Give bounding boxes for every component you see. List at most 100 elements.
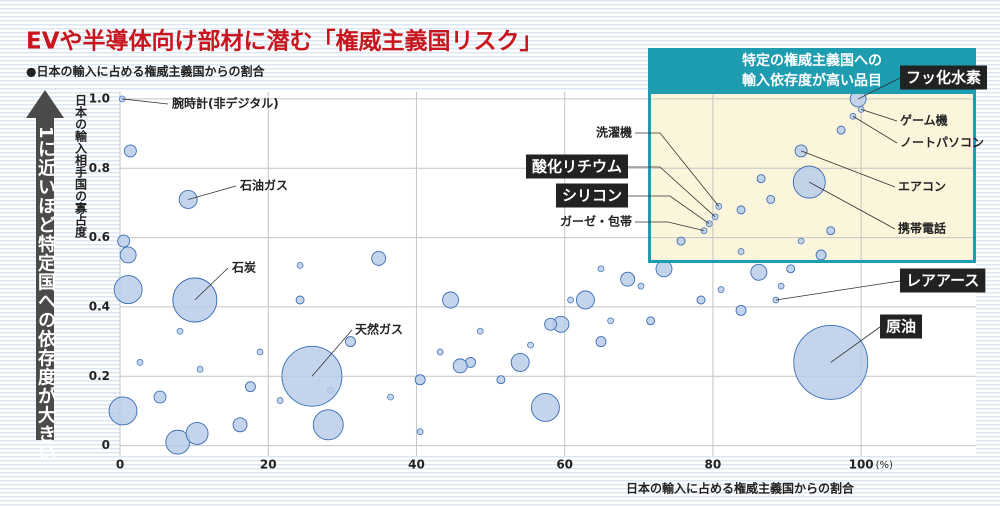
bubble <box>244 381 256 393</box>
y-tick-label: 0.2 <box>89 369 110 383</box>
annotation-label: 石炭 <box>231 260 256 275</box>
bubble <box>826 226 836 236</box>
bubble <box>296 261 304 269</box>
subtitle: ●日本の輸入に占める権威主義国からの割合 <box>26 64 265 79</box>
annotation-label: 腕時計(非デジタル) <box>171 96 279 111</box>
leader-line <box>188 185 237 200</box>
annotation-label: フッ化水素 <box>906 69 981 87</box>
bubble <box>136 359 144 366</box>
bubble <box>185 422 209 445</box>
bubble <box>575 290 595 310</box>
bubble <box>153 390 167 404</box>
chart-title: EVや半導体向け部材に潜む「権威主義国リスク」 <box>26 28 543 55</box>
annotation-label: ゲーム機 <box>900 113 948 128</box>
annotation-label: エアコン <box>898 180 946 194</box>
annotation-label: レアアース <box>906 272 979 290</box>
y-tick-label: 0.8 <box>89 161 110 175</box>
annotation-label: 携帯電話 <box>898 221 946 236</box>
bubble <box>637 282 645 290</box>
bubble <box>766 195 776 204</box>
label-box <box>555 183 628 208</box>
x-tick-label: 20 <box>260 458 277 472</box>
bubble <box>815 249 827 261</box>
annotation-label: 洗濯機 <box>596 125 632 140</box>
side-note: 1に近いほど特定国への依存度が大きい <box>35 126 56 463</box>
bubble <box>620 271 636 287</box>
side-arrow <box>26 90 64 440</box>
x-tick-label: 100 <box>849 458 874 472</box>
leader-line <box>809 181 896 230</box>
bubble <box>108 396 138 426</box>
bubble <box>232 417 248 433</box>
bubble <box>276 397 284 404</box>
bubble <box>567 296 574 304</box>
leader-line <box>628 195 710 225</box>
label-box <box>900 268 986 293</box>
bubble <box>756 174 766 184</box>
bubble <box>736 205 746 215</box>
bubble <box>527 341 534 349</box>
bubble <box>345 336 356 348</box>
y-axis-title: 日本の輸入相手国の寡占度 <box>74 94 88 239</box>
bubble <box>117 234 131 248</box>
leader-line <box>857 77 901 100</box>
bubble <box>696 295 706 305</box>
bubble <box>777 282 785 290</box>
leader-line <box>861 108 898 122</box>
label-box <box>880 314 923 339</box>
leader-line <box>830 326 881 363</box>
bubble <box>496 375 506 385</box>
bubble <box>836 125 846 135</box>
bubble <box>786 264 796 274</box>
leader-line <box>635 132 720 207</box>
highlight-text: 輸入依存度が高い品目 <box>742 72 882 89</box>
y-tick-label: 1.0 <box>89 91 110 105</box>
bubble <box>176 327 184 335</box>
x-axis-title: 日本の輸入に占める権威主義国からの割合 <box>626 481 855 496</box>
x-unit: (%) <box>876 460 893 471</box>
bubble <box>676 236 686 246</box>
bubble <box>717 286 725 293</box>
annotation-label: ガーゼ・包帯 <box>560 214 632 229</box>
bubble <box>416 428 424 436</box>
bubble <box>295 295 305 305</box>
bubble <box>119 246 137 264</box>
bubble <box>436 348 444 356</box>
leader-line <box>852 115 898 144</box>
bubble <box>510 352 530 372</box>
bubble <box>371 250 387 266</box>
bubble <box>387 393 394 401</box>
bubble <box>750 263 768 281</box>
annotation-label: ノートパソコン <box>900 136 984 150</box>
bubble <box>196 365 204 373</box>
bubble <box>597 265 605 273</box>
leader-line <box>122 98 169 105</box>
leader-line <box>635 221 705 232</box>
bubble <box>476 327 484 335</box>
leader-line <box>775 280 901 301</box>
bubble <box>735 304 747 316</box>
bubble <box>737 248 745 255</box>
bubble <box>797 237 805 245</box>
bubble <box>312 409 344 441</box>
annotation-label: 酸化リチウム <box>532 158 622 176</box>
bubble <box>452 358 468 374</box>
x-tick-label: 60 <box>556 458 573 472</box>
highlight-text: 特定の権威主義国への <box>742 52 882 69</box>
leader-line <box>800 150 896 188</box>
bubble <box>256 348 264 356</box>
x-tick-label: 0 <box>116 458 124 472</box>
bubble <box>646 316 656 326</box>
bubble <box>607 317 614 325</box>
leader-line <box>628 166 716 218</box>
x-tick-label: 40 <box>408 458 425 472</box>
y-tick-label: 0.6 <box>89 230 110 244</box>
leader-line <box>311 329 353 377</box>
leader-line <box>194 267 229 301</box>
bubble <box>530 393 560 422</box>
annotation-label: 天然ガス <box>355 322 403 337</box>
label-box <box>900 65 988 90</box>
